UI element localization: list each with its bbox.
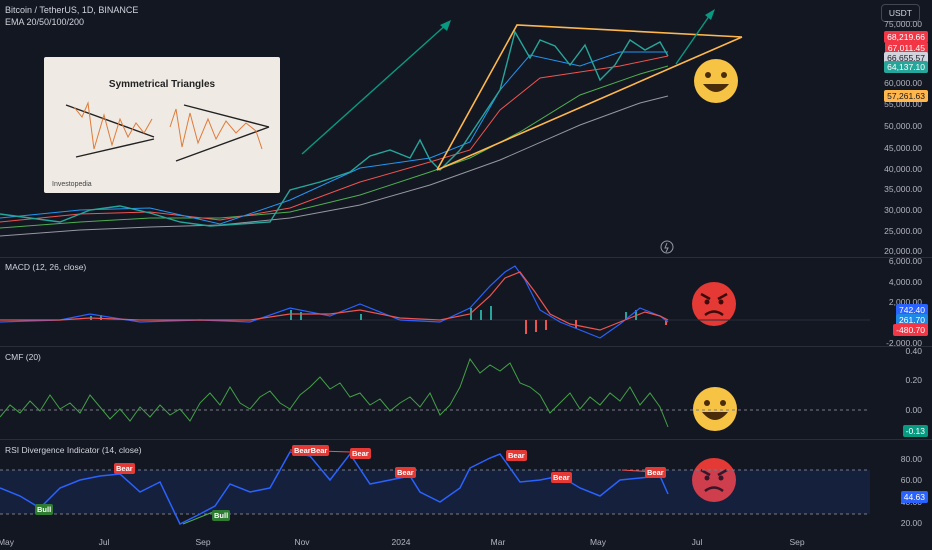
ema-200-line (0, 95, 669, 237)
macd-histogram-neg (525, 320, 667, 334)
macd-axis-label: 4,000.00 (888, 277, 922, 287)
cmf-line (0, 357, 669, 428)
cmf-chart[interactable] (0, 347, 870, 439)
rsi-axis-label: 80.00 (900, 454, 922, 464)
pane-divider[interactable] (0, 257, 932, 258)
pane-divider[interactable] (0, 346, 932, 347)
bear-badge: Bear (350, 448, 371, 459)
bearbear-badge: BearBear (292, 445, 330, 456)
inset-title: Symmetrical Triangles (108, 79, 216, 90)
inset-diagram (65, 101, 270, 162)
price-axis-label: 45,000.00 (884, 143, 922, 153)
ema-100-line (0, 65, 669, 229)
price-axis-label: 75,000.00 (884, 19, 922, 29)
macd-axis-label: 6,000.00 (888, 256, 922, 266)
macd-line (0, 265, 669, 339)
bull-badge: Bull (35, 504, 54, 515)
signal-line (0, 271, 669, 331)
macd-title: MACD (12, 26, close) (5, 262, 87, 272)
inset-source: Investopedia (52, 181, 92, 188)
date-axis-label: Nov (294, 537, 310, 547)
date-axis-label: May (0, 537, 15, 547)
cmf-axis-label: 0.20 (905, 375, 922, 385)
trend-arrow-1 (301, 22, 449, 155)
bear-badge: Bear (395, 467, 416, 478)
date-axis-label: 2024 (391, 537, 411, 547)
bull-divergence-line (182, 511, 214, 525)
ema-indicator-label: EMA 20/50/100/200 (5, 17, 85, 27)
price-axis-label: 50,000.00 (884, 121, 922, 131)
histogram-tag: -480.70 (893, 324, 928, 336)
trend-arrow-2-head (705, 9, 715, 20)
trend-arrow-1-head (440, 20, 451, 31)
date-axis-label: May (589, 537, 607, 547)
price-tag-high: 68,219.66 (884, 31, 928, 43)
bear-badge: Bear (645, 467, 666, 478)
cmf-axis-label: 0.40 (905, 346, 922, 356)
price-axis-label: 55,000.00 (884, 99, 922, 109)
happy-emoji-icon (694, 59, 738, 103)
bear-badge: Bear (114, 463, 135, 474)
date-axis-label: Mar (490, 537, 506, 547)
rsi-axis-label: 20.00 (900, 518, 922, 528)
date-axis-label: Sep (789, 537, 805, 547)
macd-axis-label: 2,000.00 (888, 297, 922, 307)
price-axis-label: 60,000.00 (884, 78, 922, 88)
date-axis-label: Sep (195, 537, 211, 547)
bear-badge: Bear (506, 450, 527, 461)
ema-50-line (0, 55, 669, 223)
ema-20-line (0, 51, 668, 225)
happy-emoji-icon (693, 387, 737, 431)
angry-emoji-icon (692, 282, 736, 326)
price-axis-label: 30,000.00 (884, 205, 922, 215)
cmf-tag: -0.13 (902, 425, 928, 437)
bull-badge: Bull (212, 510, 231, 521)
cmf-axis-label: 0.00 (905, 405, 922, 415)
macd-histogram (90, 306, 637, 320)
price-axis-label: 35,000.00 (884, 184, 922, 194)
price-chart[interactable] (0, 0, 870, 257)
rsi-chart[interactable] (0, 440, 870, 536)
price-tag-ema200: 57,261.63 (884, 90, 928, 102)
triangle-upper-line (436, 24, 743, 171)
price-axis-label: 25,000.00 (884, 226, 922, 236)
price-axis-label: 20,000.00 (884, 246, 922, 256)
triangle-lower-line (436, 36, 743, 171)
angry-emoji-icon (692, 458, 736, 502)
pane-divider[interactable] (0, 439, 932, 440)
chart-title: Bitcoin / TetherUS, 1D, BINANCE (5, 5, 139, 15)
price-tag-last: 64,137.10 (884, 61, 928, 73)
rsi-tag: 44.63 (900, 491, 928, 503)
rsi-axis-label: 60.00 (900, 475, 922, 485)
macd-tag: 742.40 (896, 304, 928, 316)
price-tag-ema: 67,011.45 (884, 42, 928, 54)
lightning-icon (660, 240, 674, 254)
symmetrical-triangles-inset: Symmetrical Triangles Investopedia (44, 57, 280, 193)
price-line (0, 30, 669, 227)
cmf-title: CMF (20) (5, 352, 41, 362)
date-axis-label: Jul (691, 537, 703, 547)
signal-tag: 261.70 (896, 314, 928, 326)
currency-button[interactable]: USDT (880, 4, 920, 22)
bear-badge: Bear (551, 472, 572, 483)
trend-arrow-2 (675, 11, 713, 65)
date-axis-label: Jul (98, 537, 110, 547)
macd-axis-label: -2,000.00 (886, 338, 922, 348)
rsi-title: RSI Divergence Indicator (14, close) (5, 445, 142, 455)
price-axis-label: 40,000.00 (884, 164, 922, 174)
macd-chart[interactable] (0, 258, 870, 346)
